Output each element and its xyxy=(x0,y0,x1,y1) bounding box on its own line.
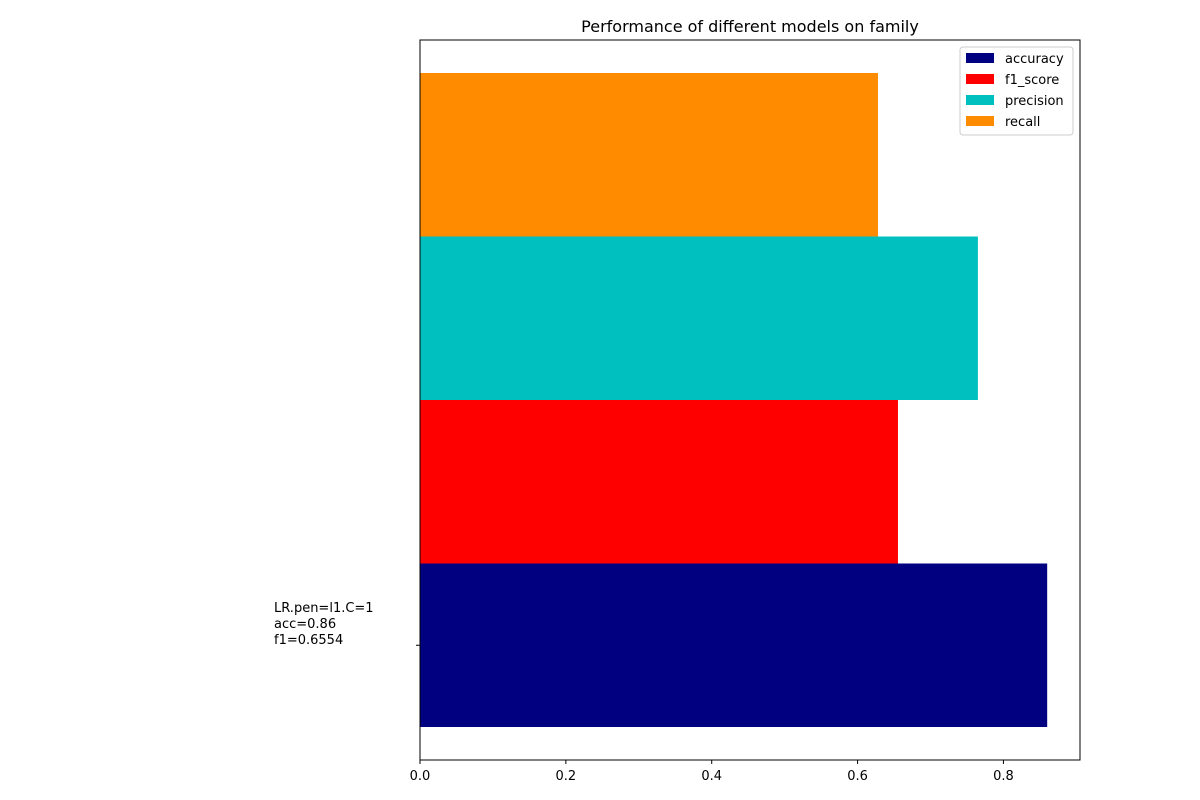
x-tick-label: 0.2 xyxy=(556,769,577,784)
legend-frame xyxy=(959,46,1074,136)
legend-label-recall: recall xyxy=(1005,115,1040,130)
legend-label-precision: precision xyxy=(1005,94,1064,109)
legend-swatch-recall xyxy=(966,116,994,126)
legend: accuracy f1_score precision recall xyxy=(959,46,1074,136)
bar-f1_score xyxy=(420,400,898,564)
x-tick-label: 0.6 xyxy=(847,769,868,784)
legend-swatch-precision xyxy=(966,95,994,105)
bar-recall xyxy=(420,73,878,237)
x-tick-label: 0.4 xyxy=(701,769,722,784)
bars-group xyxy=(420,73,1048,727)
legend-label-f1_score: f1_score xyxy=(1005,73,1059,88)
y-axis: LR.pen=l1.C=1 acc=0.86 f1=0.6554 xyxy=(274,601,420,648)
x-tick-label: 0.0 xyxy=(410,769,431,784)
bar-accuracy xyxy=(420,563,1048,727)
x-tick-label: 0.8 xyxy=(993,769,1014,784)
bar-precision xyxy=(420,236,978,400)
legend-swatch-accuracy xyxy=(966,53,994,63)
y-category-label: LR.pen=l1.C=1 acc=0.86 f1=0.6554 xyxy=(274,601,374,648)
legend-label-accuracy: accuracy xyxy=(1005,52,1064,67)
legend-swatch-f1_score xyxy=(966,74,994,84)
x-axis: 0.0 0.2 0.4 0.6 0.8 xyxy=(410,760,1014,784)
plot-frame xyxy=(419,39,1081,761)
chart-title: Performance of different models on famil… xyxy=(581,17,919,36)
